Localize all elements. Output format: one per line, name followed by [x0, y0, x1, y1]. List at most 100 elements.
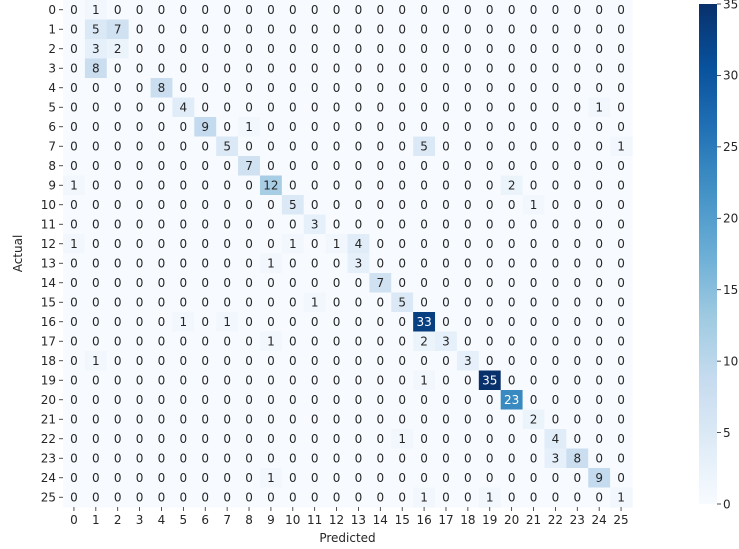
- cell-value-label: 0: [573, 62, 581, 76]
- cell-value-label: 0: [486, 413, 494, 427]
- cell-value-label: 0: [158, 432, 166, 446]
- cell-value-label: 3: [552, 452, 560, 466]
- cell-value-label: 0: [595, 3, 603, 17]
- cell-value-label: 1: [311, 296, 319, 310]
- heatmap-cell: [413, 370, 436, 391]
- cell-value-label: 0: [70, 374, 78, 388]
- heatmap-cell: [281, 409, 305, 430]
- heatmap-cell: [544, 0, 567, 21]
- cell-value-label: 0: [114, 218, 122, 232]
- cell-value-label: 0: [311, 101, 319, 115]
- heatmap-cell: [610, 429, 633, 450]
- heatmap-cell: [128, 351, 152, 372]
- heatmap-cell: [369, 175, 392, 196]
- cell-value-label: 0: [377, 140, 385, 154]
- cell-value-label: 0: [508, 23, 516, 37]
- heatmap-cell: [391, 58, 414, 79]
- heatmap-cell: [522, 156, 546, 177]
- heatmap-cell: [325, 487, 349, 508]
- heatmap-cell: [303, 156, 327, 177]
- cell-value-label: 0: [420, 218, 428, 232]
- heatmap-cell: [150, 195, 174, 216]
- cell-value-label: 0: [398, 491, 406, 505]
- heatmap-cell: [216, 448, 239, 469]
- heatmap-cell: [106, 390, 130, 411]
- heatmap-cell: [391, 409, 414, 430]
- heatmap-cell: [216, 468, 239, 489]
- heatmap-cell: [610, 273, 633, 294]
- heatmap-cell: [391, 136, 414, 157]
- cell-value-label: 0: [573, 276, 581, 290]
- heatmap-cell: [172, 253, 195, 274]
- heatmap-cell: [128, 487, 152, 508]
- heatmap-cell: [63, 39, 86, 60]
- x-tick-label: 18: [460, 513, 475, 527]
- cell-value-label: 0: [530, 432, 538, 446]
- heatmap-cell: [610, 331, 633, 352]
- heatmap-cell: [63, 175, 86, 196]
- heatmap-cell: [150, 292, 174, 313]
- heatmap-cell: [566, 351, 589, 372]
- heatmap-cell: [84, 487, 108, 508]
- cell-value-label: 0: [530, 257, 538, 271]
- heatmap-cell: [84, 97, 108, 118]
- heatmap-cell: [194, 390, 217, 411]
- heatmap-cell: [478, 312, 502, 333]
- heatmap-cell: [566, 136, 589, 157]
- heatmap-cell: [303, 0, 327, 21]
- heatmap-cell: [281, 195, 305, 216]
- cell-value-label: 0: [201, 62, 209, 76]
- cell-value-label: 0: [158, 159, 166, 173]
- cell-value-label: 0: [201, 159, 209, 173]
- heatmap-cell: [106, 273, 130, 294]
- heatmap-cell: [478, 429, 502, 450]
- heatmap-cell: [610, 312, 633, 333]
- heatmap-cell: [566, 156, 589, 177]
- cell-value-label: 0: [92, 81, 100, 95]
- cell-value-label: 0: [595, 159, 603, 173]
- heatmap-cell: [303, 136, 327, 157]
- cell-value-label: 0: [267, 491, 275, 505]
- heatmap-cell: [478, 468, 502, 489]
- y-tick-label: 21: [41, 413, 56, 427]
- heatmap-cell: [106, 78, 130, 99]
- cell-value-label: 0: [486, 3, 494, 17]
- heatmap-cell: [172, 487, 195, 508]
- cell-value-label: 0: [311, 432, 319, 446]
- cell-value-label: 0: [552, 315, 560, 329]
- heatmap-cell: [566, 78, 589, 99]
- cell-value-label: 0: [420, 471, 428, 485]
- heatmap-cell: [588, 97, 611, 118]
- cell-value-label: 0: [201, 335, 209, 349]
- cell-value-label: 0: [377, 120, 385, 134]
- heatmap-cell: [347, 136, 370, 157]
- cell-value-label: 0: [377, 452, 385, 466]
- heatmap-cell: [478, 78, 502, 99]
- heatmap-cell: [435, 78, 458, 99]
- cell-value-label: 0: [289, 159, 297, 173]
- cell-value-label: 0: [333, 335, 341, 349]
- heatmap-cell: [566, 0, 589, 21]
- heatmap-cell: [544, 78, 567, 99]
- heatmap-cell: [391, 429, 414, 450]
- cell-value-label: 0: [289, 335, 297, 349]
- cell-value-label: 3: [311, 218, 319, 232]
- heatmap-cell: [588, 214, 611, 235]
- heatmap-cell: [413, 273, 436, 294]
- cell-value-label: 0: [267, 218, 275, 232]
- cell-value-label: 0: [508, 3, 516, 17]
- cell-value-label: 0: [245, 491, 253, 505]
- heatmap-cell: [84, 351, 108, 372]
- cell-value-label: 0: [136, 3, 144, 17]
- cell-value-label: 0: [595, 257, 603, 271]
- heatmap-cell: [610, 292, 633, 313]
- colorbar-tick-label: 30: [723, 69, 738, 83]
- heatmap-cell: [259, 0, 283, 21]
- cell-value-label: 0: [530, 471, 538, 485]
- cell-value-label: 0: [158, 42, 166, 56]
- cell-value-label: 0: [223, 101, 231, 115]
- cell-value-label: 0: [530, 237, 538, 251]
- cell-value-label: 0: [573, 237, 581, 251]
- cell-value-label: 0: [530, 101, 538, 115]
- cell-value-label: 0: [530, 315, 538, 329]
